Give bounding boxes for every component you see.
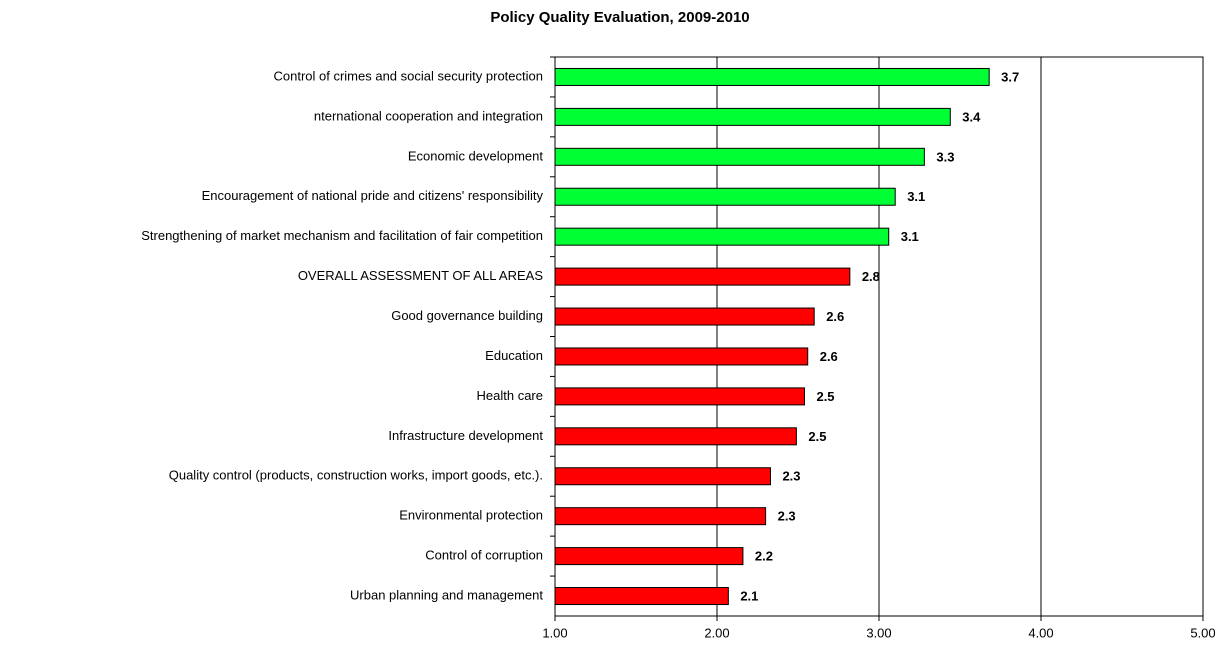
bar xyxy=(554,267,851,286)
y-tick-label: Health care xyxy=(477,388,543,403)
value-label: 2.6 xyxy=(820,349,838,364)
y-tick-label: Control of crimes and social security pr… xyxy=(273,68,543,83)
y-tick-label: Control of corruption xyxy=(425,548,543,563)
value-label: 3.1 xyxy=(907,189,925,204)
bar xyxy=(554,107,951,126)
y-tick-label: Environmental protection xyxy=(399,508,543,523)
y-tick-label: Strengthening of market mechanism and fa… xyxy=(141,228,543,243)
value-label: 2.2 xyxy=(755,549,773,564)
value-label: 3.7 xyxy=(1001,69,1019,84)
bar xyxy=(554,187,896,206)
y-tick-label: Encouragement of national pride and citi… xyxy=(202,188,544,203)
x-tick-label: 5.00 xyxy=(1190,625,1215,640)
y-tick-label: Urban planning and management xyxy=(350,587,543,602)
bar xyxy=(554,587,729,606)
value-label: 2.8 xyxy=(862,269,880,284)
bar xyxy=(554,227,890,246)
x-tick-label: 3.00 xyxy=(866,625,891,640)
value-label: 3.1 xyxy=(901,229,919,244)
x-tick-label: 2.00 xyxy=(704,625,729,640)
value-label: 2.3 xyxy=(782,469,800,484)
bar xyxy=(554,347,809,366)
y-tick-label: Education xyxy=(485,348,543,363)
y-tick-label: OVERALL ASSESSMENT OF ALL AREAS xyxy=(298,268,544,283)
bar xyxy=(554,307,815,326)
x-tick-label: 1.00 xyxy=(542,625,567,640)
chart-title: Policy Quality Evaluation, 2009-2010 xyxy=(490,9,749,26)
y-tick-label: Infrastructure development xyxy=(388,428,543,443)
bar xyxy=(554,507,767,526)
value-label: 3.3 xyxy=(936,149,954,164)
bar xyxy=(554,67,990,86)
bar xyxy=(554,467,771,486)
value-label: 2.6 xyxy=(826,309,844,324)
value-label: 2.5 xyxy=(808,429,826,444)
bar xyxy=(554,387,805,406)
bar xyxy=(554,547,744,566)
value-label: 3.4 xyxy=(962,109,981,124)
y-tick-label: Quality control (products, construction … xyxy=(169,468,543,483)
y-tick-label: nternational cooperation and integration xyxy=(314,108,543,123)
value-label: 2.5 xyxy=(816,389,834,404)
value-label: 2.1 xyxy=(740,588,758,603)
value-label: 2.3 xyxy=(778,509,796,524)
bar xyxy=(554,427,797,446)
bar xyxy=(554,147,925,166)
y-tick-label: Economic development xyxy=(408,148,544,163)
x-tick-label: 4.00 xyxy=(1028,625,1053,640)
y-tick-label: Good governance building xyxy=(391,308,543,323)
